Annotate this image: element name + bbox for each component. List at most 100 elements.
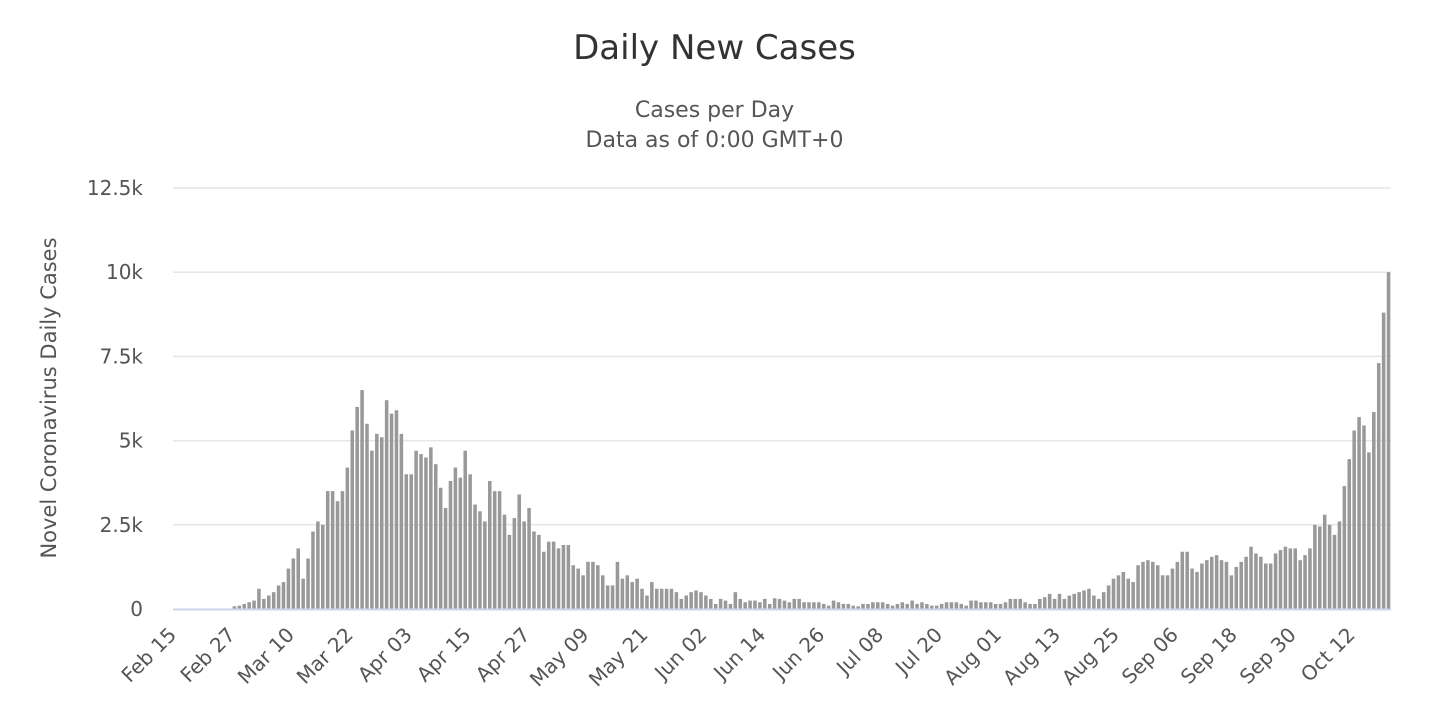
- x-tick-label: Jun 14: [707, 623, 770, 686]
- bar: [424, 457, 428, 609]
- bar: [448, 481, 453, 609]
- bar: [846, 603, 851, 609]
- bar: [1219, 560, 1224, 609]
- y-tick-label: 12.5k: [87, 176, 144, 200]
- bar: [419, 454, 423, 609]
- bar: [1229, 575, 1234, 609]
- bar: [1155, 565, 1160, 609]
- bar: [365, 423, 369, 609]
- bar: [561, 545, 566, 609]
- bar: [370, 450, 374, 609]
- y-axis-label: Novel Coronavirus Daily Cases: [37, 237, 61, 558]
- bar: [1003, 602, 1008, 609]
- bar: [728, 603, 733, 609]
- bar: [723, 600, 728, 609]
- bar: [1013, 598, 1018, 609]
- bar: [1175, 561, 1180, 609]
- bar: [453, 467, 458, 609]
- bar: [429, 447, 433, 609]
- bar: [433, 464, 438, 609]
- bar: [1298, 560, 1302, 609]
- bar: [389, 413, 394, 609]
- y-axis-tick-labels: 0 2.5k 5k 7.5k 10k 12.5k: [87, 176, 144, 621]
- bar: [596, 565, 600, 609]
- bar: [1151, 561, 1155, 609]
- bar: [910, 600, 914, 609]
- bar: [1214, 555, 1219, 609]
- bar: [954, 602, 959, 609]
- bar: [414, 450, 418, 609]
- x-tick-label: Mar 22: [292, 623, 358, 689]
- bar: [379, 437, 384, 609]
- bar: [1092, 595, 1096, 609]
- bar: [1327, 524, 1332, 609]
- bar: [1195, 571, 1199, 609]
- bar: [438, 487, 443, 609]
- bar: [856, 606, 860, 609]
- bar: [713, 603, 718, 609]
- bar: [276, 585, 281, 609]
- bar: [718, 598, 723, 609]
- bar: [782, 600, 787, 609]
- bar: [1273, 553, 1278, 609]
- x-tick-label: Feb 15: [116, 623, 181, 688]
- x-tick-label: Sep 30: [1235, 623, 1301, 689]
- bar: [699, 592, 703, 609]
- bar: [1303, 555, 1307, 609]
- bar: [311, 531, 315, 609]
- bar: [1259, 556, 1263, 609]
- bar: [296, 548, 301, 609]
- bar: [851, 605, 855, 609]
- y-tick-label: 7.5k: [100, 344, 144, 368]
- bar: [605, 585, 610, 609]
- bar: [1342, 486, 1347, 609]
- bar: [1357, 417, 1361, 609]
- x-tick-label: Apr 27: [471, 623, 535, 687]
- bar: [542, 551, 546, 609]
- bar: [979, 602, 983, 609]
- bar: [758, 602, 762, 609]
- bar: [512, 518, 517, 609]
- bar: [934, 605, 939, 609]
- bar: [974, 600, 978, 609]
- bar: [630, 582, 634, 609]
- bar: [271, 592, 276, 609]
- bar: [861, 603, 865, 609]
- y-tick-label: 2.5k: [100, 513, 144, 537]
- bar: [468, 474, 472, 609]
- bar: [591, 561, 595, 609]
- y-tick-label: 0: [130, 597, 143, 621]
- bar: [1087, 588, 1091, 609]
- bar: [1082, 590, 1086, 609]
- bar: [797, 598, 801, 609]
- bar: [704, 595, 708, 609]
- bar: [1023, 602, 1027, 609]
- bar: [1249, 546, 1253, 609]
- bar: [291, 558, 296, 609]
- bar: [1185, 551, 1189, 609]
- bar: [925, 603, 929, 609]
- bar: [1322, 514, 1327, 609]
- bar: [871, 602, 875, 609]
- bar: [689, 592, 693, 609]
- bar: [767, 603, 772, 609]
- bar: [492, 491, 497, 609]
- bar: [301, 578, 305, 609]
- bar: [325, 491, 330, 609]
- bar: [694, 590, 698, 609]
- bar: [792, 598, 797, 609]
- bar: [787, 602, 792, 609]
- bar: [1244, 556, 1248, 609]
- bar: [1072, 593, 1076, 609]
- x-tick-label: Oct 12: [1296, 623, 1360, 687]
- bar: [1131, 582, 1135, 609]
- bar: [753, 600, 757, 609]
- bar: [340, 491, 345, 609]
- bar: [1381, 312, 1386, 609]
- bar: [876, 602, 880, 609]
- x-tick-label: Sep 18: [1176, 623, 1242, 689]
- bar: [399, 433, 404, 609]
- x-tick-label: May 21: [584, 623, 653, 692]
- chart-title: Daily New Cases: [573, 28, 856, 68]
